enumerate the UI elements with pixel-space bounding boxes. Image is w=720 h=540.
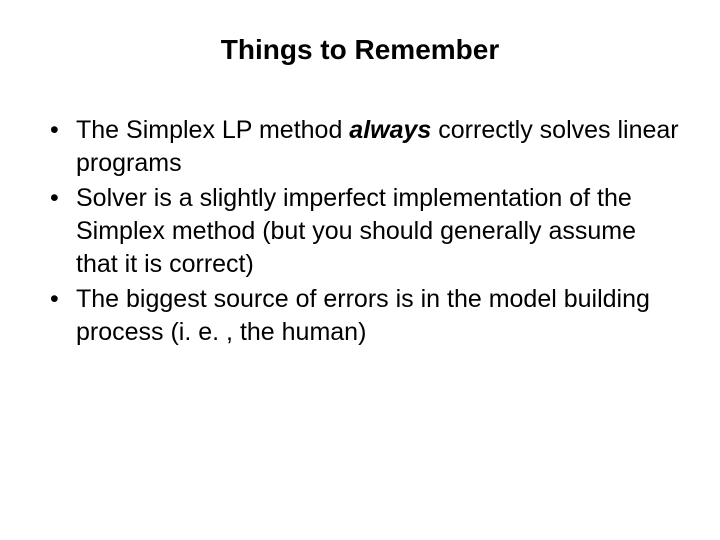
bullet-list: The Simplex LP method always correctly s… bbox=[48, 114, 680, 349]
list-item: Solver is a slightly imperfect implement… bbox=[48, 182, 680, 281]
slide-title: Things to Remember bbox=[40, 34, 680, 66]
bullet-text-pre: The Simplex LP method bbox=[76, 116, 349, 144]
bullet-text: Solver is a slightly imperfect implement… bbox=[76, 184, 636, 278]
slide: Things to Remember The Simplex LP method… bbox=[0, 0, 720, 540]
list-item: The Simplex LP method always correctly s… bbox=[48, 114, 680, 180]
bullet-text: The biggest source of errors is in the m… bbox=[76, 285, 650, 346]
bullet-text-emph: always bbox=[349, 116, 431, 144]
list-item: The biggest source of errors is in the m… bbox=[48, 283, 680, 349]
